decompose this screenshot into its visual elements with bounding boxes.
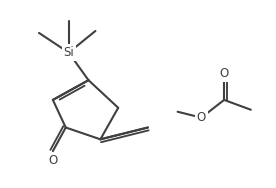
- Text: O: O: [197, 111, 206, 124]
- Text: O: O: [48, 155, 57, 168]
- Text: O: O: [219, 67, 229, 80]
- Text: Si: Si: [63, 46, 74, 59]
